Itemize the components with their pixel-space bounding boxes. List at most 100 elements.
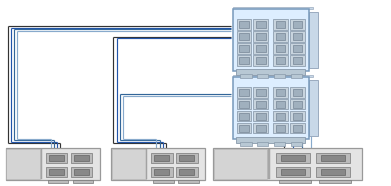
Bar: [240, 74, 252, 78]
Bar: [151, 153, 172, 163]
Bar: [276, 21, 285, 28]
Bar: [319, 180, 351, 183]
Bar: [253, 43, 268, 54]
Bar: [273, 43, 288, 54]
Bar: [290, 87, 305, 97]
Bar: [256, 21, 265, 28]
Bar: [276, 89, 285, 96]
Bar: [112, 149, 146, 179]
Bar: [233, 77, 309, 139]
Bar: [276, 45, 285, 52]
Bar: [237, 123, 251, 133]
Bar: [290, 19, 305, 30]
Bar: [276, 167, 310, 177]
Bar: [291, 142, 302, 146]
Bar: [237, 99, 251, 110]
Bar: [153, 180, 174, 183]
Bar: [253, 55, 268, 65]
Bar: [281, 169, 305, 175]
Bar: [293, 125, 302, 132]
Bar: [237, 137, 305, 143]
Bar: [290, 31, 305, 42]
Bar: [279, 180, 312, 183]
Bar: [268, 149, 270, 179]
Bar: [233, 9, 309, 71]
Bar: [176, 167, 197, 177]
Bar: [273, 99, 288, 110]
Bar: [237, 43, 251, 54]
Bar: [49, 169, 64, 175]
Bar: [293, 45, 302, 52]
Bar: [273, 123, 288, 133]
Bar: [273, 111, 288, 121]
Bar: [146, 149, 147, 179]
Bar: [321, 169, 344, 175]
Bar: [176, 153, 197, 163]
Bar: [48, 180, 68, 183]
Bar: [74, 169, 89, 175]
Bar: [257, 142, 269, 146]
Bar: [253, 31, 268, 42]
Bar: [154, 169, 169, 175]
Bar: [73, 180, 93, 183]
Bar: [290, 123, 305, 133]
Bar: [239, 101, 249, 108]
Bar: [293, 21, 302, 28]
Bar: [290, 99, 305, 110]
Bar: [71, 153, 92, 163]
Bar: [71, 167, 92, 177]
Bar: [276, 101, 285, 108]
Bar: [276, 57, 285, 64]
Bar: [276, 113, 285, 120]
Bar: [233, 7, 314, 9]
Bar: [74, 155, 89, 161]
Bar: [274, 142, 285, 146]
Bar: [290, 55, 305, 65]
Bar: [321, 155, 344, 161]
Bar: [239, 125, 249, 132]
Bar: [45, 153, 67, 163]
Bar: [111, 148, 205, 180]
Bar: [256, 89, 265, 96]
Bar: [237, 87, 251, 97]
Bar: [239, 57, 249, 64]
Bar: [293, 57, 302, 64]
Bar: [316, 167, 350, 177]
Bar: [291, 74, 302, 78]
Bar: [213, 148, 362, 180]
Bar: [49, 155, 64, 161]
Bar: [256, 113, 265, 120]
Bar: [253, 87, 268, 97]
Bar: [309, 80, 318, 136]
Bar: [253, 111, 268, 121]
Bar: [237, 31, 251, 42]
Bar: [281, 155, 305, 161]
Bar: [273, 87, 288, 97]
Bar: [237, 111, 251, 121]
Bar: [240, 142, 252, 146]
Bar: [290, 43, 305, 54]
Bar: [214, 149, 267, 179]
Bar: [256, 57, 265, 64]
Bar: [256, 45, 265, 52]
Bar: [253, 99, 268, 110]
Bar: [237, 19, 251, 30]
Bar: [237, 55, 251, 65]
Bar: [151, 167, 172, 177]
Bar: [316, 153, 350, 163]
Bar: [45, 167, 67, 177]
Bar: [253, 123, 268, 133]
Bar: [237, 69, 305, 75]
Bar: [276, 125, 285, 132]
Bar: [256, 33, 265, 40]
Bar: [293, 101, 302, 108]
Bar: [178, 180, 199, 183]
Bar: [293, 113, 302, 120]
Bar: [309, 12, 318, 68]
Bar: [239, 21, 249, 28]
Bar: [253, 19, 268, 30]
Bar: [179, 169, 194, 175]
Bar: [233, 75, 314, 77]
Bar: [293, 89, 302, 96]
Bar: [293, 33, 302, 40]
